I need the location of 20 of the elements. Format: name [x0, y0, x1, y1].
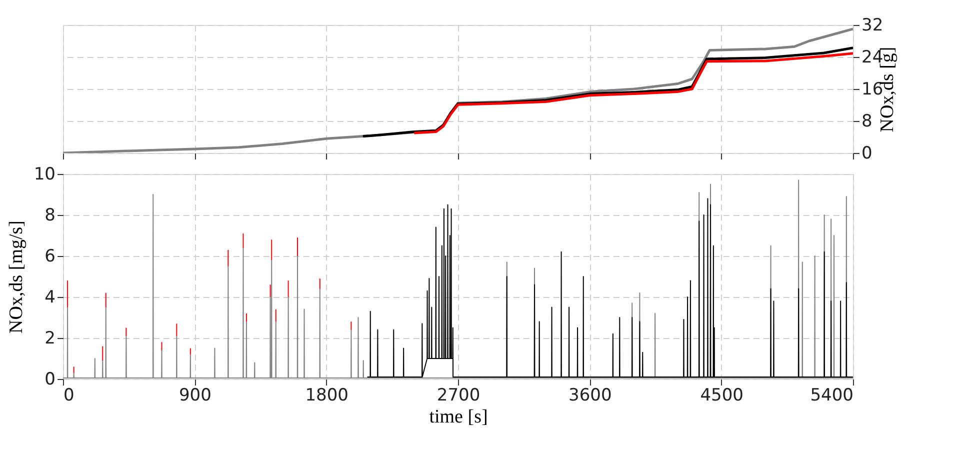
x-tick-label: 0 [64, 386, 74, 406]
x-tick-label: 5400 [810, 386, 854, 406]
x-tick-label: 900 [178, 386, 212, 406]
y-tick-label: 0 [862, 144, 872, 164]
y-tick-label: 10 [34, 164, 56, 184]
y-tick-label: 32 [862, 16, 884, 36]
y-tick-label: 0 [44, 370, 56, 390]
x-axis-title: time [s] [429, 406, 488, 428]
x-tick-label: 3600 [568, 386, 612, 406]
line-series [412, 52, 853, 134]
x-tick-label: 4500 [700, 386, 744, 406]
y-tick-label: 2 [44, 328, 56, 348]
y-tick-label: 8 [44, 206, 56, 226]
y-tick-label: 8 [862, 112, 872, 132]
line-series [366, 198, 853, 378]
y-tick-label: 4 [44, 288, 56, 308]
x-tick-label: 1800 [305, 386, 348, 406]
y-axis-title: NOx,ds [mg/s] [6, 220, 27, 334]
y-tick-label: 6 [44, 246, 56, 266]
x-tick-label: 2700 [436, 386, 480, 406]
